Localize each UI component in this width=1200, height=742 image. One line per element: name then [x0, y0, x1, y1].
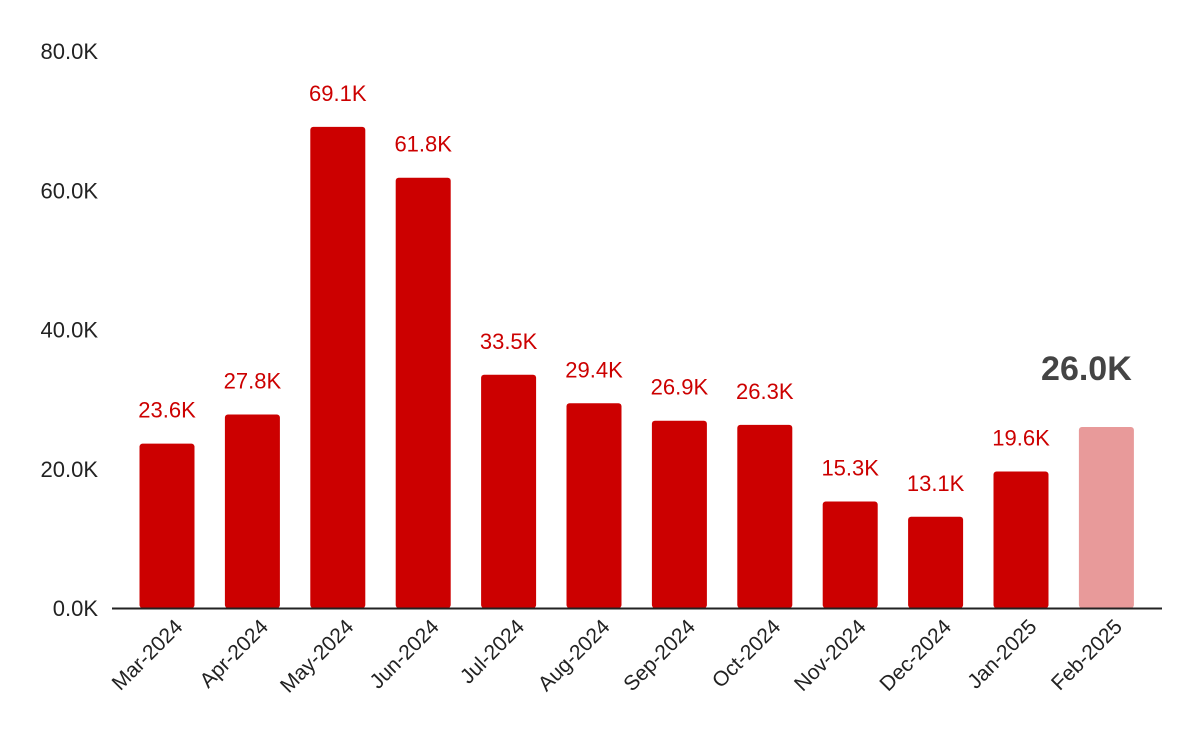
bar-dec-2024 [908, 516, 964, 608]
bar-apr-2024 [224, 414, 280, 608]
y-tick-label: 80.0K [41, 39, 99, 64]
x-tick-label: Oct-2024 [708, 615, 786, 693]
data-label: 33.5K [480, 329, 538, 354]
bar-may-2024 [310, 126, 366, 609]
x-tick-label: Jul-2024 [456, 615, 529, 688]
x-tick-label: Jan-2025 [963, 615, 1041, 693]
x-tick-label: May-2024 [276, 615, 359, 698]
bar-jan-2025 [993, 471, 1049, 608]
x-tick-label: Apr-2024 [196, 615, 274, 693]
x-tick-label: Aug-2024 [534, 615, 615, 696]
x-tick-label: Jun-2024 [365, 615, 443, 693]
x-tick-label: Sep-2024 [619, 615, 700, 696]
x-tick-label: Feb-2025 [1047, 615, 1127, 695]
bar-feb-2025 [1078, 426, 1134, 608]
bar-mar-2024 [139, 443, 195, 608]
y-tick-label: 20.0K [41, 457, 99, 482]
data-label: 23.6K [138, 398, 196, 423]
y-tick-label: 60.0K [41, 178, 99, 203]
data-label: 26.3K [736, 379, 794, 404]
y-tick-label: 40.0K [41, 318, 99, 343]
data-label: 26.0K [1041, 350, 1132, 388]
data-label: 61.8K [394, 132, 452, 157]
data-label: 29.4K [565, 357, 623, 382]
bar-oct-2024 [737, 424, 793, 608]
bar-jun-2024 [395, 177, 451, 608]
bars [139, 126, 1134, 609]
data-label: 13.1K [907, 471, 965, 496]
data-label: 19.6K [992, 426, 1050, 451]
x-tick-label: Dec-2024 [875, 615, 956, 696]
data-label: 27.8K [224, 368, 282, 393]
bar-nov-2024 [822, 501, 878, 608]
y-axis: 0.0K 20.0K 40.0K 60.0K 80.0K [41, 39, 99, 621]
x-axis: Mar-2024 Apr-2024 May-2024 Jun-2024 Jul-2024… [108, 607, 1162, 698]
data-label: 26.9K [651, 375, 709, 400]
x-tick-label: Mar-2024 [108, 615, 188, 695]
x-tick-label: Nov-2024 [790, 615, 871, 696]
data-label: 15.3K [821, 455, 879, 480]
bar-jul-2024 [481, 374, 537, 608]
y-tick-label: 0.0K [53, 596, 99, 621]
bar-aug-2024 [566, 403, 622, 608]
data-labels: 23.6K 27.8K 69.1K 61.8K 33.5K 29.4K 26.9K 26.3K… [138, 81, 1132, 496]
data-label: 69.1K [309, 81, 367, 106]
bar-sep-2024 [651, 420, 707, 608]
